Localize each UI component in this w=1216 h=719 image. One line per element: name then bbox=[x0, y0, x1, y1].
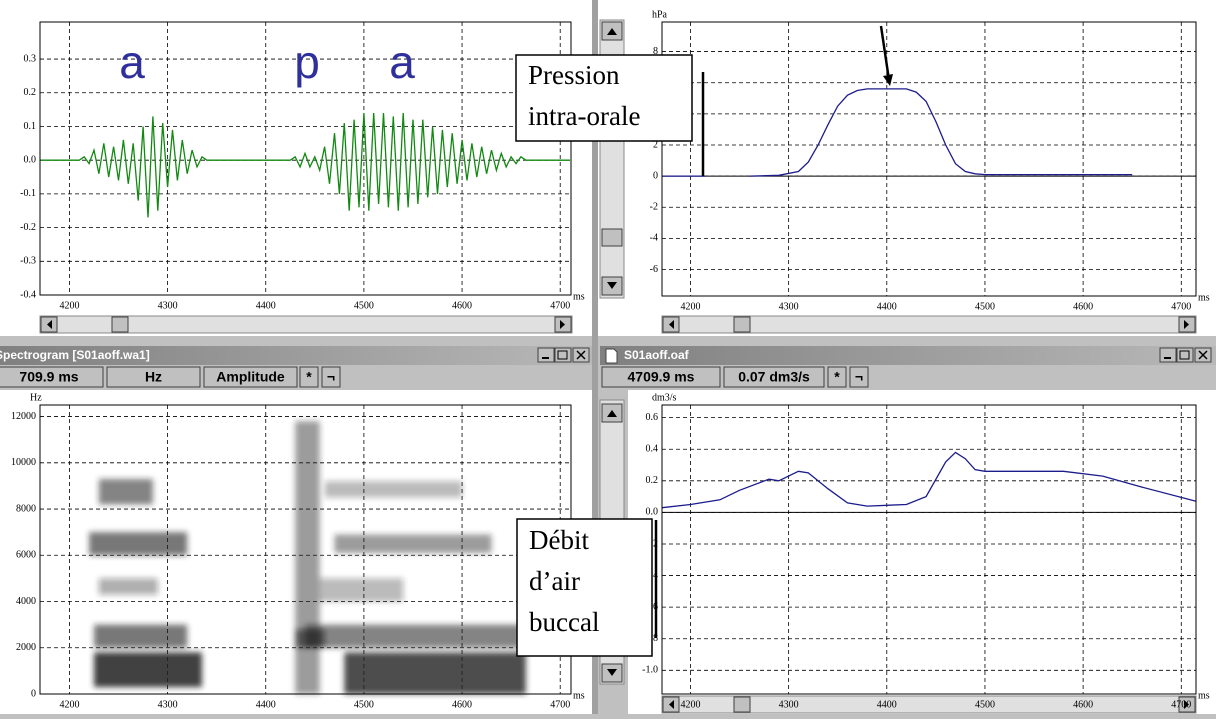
toolbar-label: * bbox=[834, 369, 840, 385]
toolbar-label: ¬ bbox=[327, 369, 335, 385]
spectral-band bbox=[325, 481, 462, 497]
y-tick-label: 2000 bbox=[16, 642, 36, 653]
spectral-band bbox=[94, 625, 187, 648]
annotation-text: d’air bbox=[529, 566, 580, 596]
x-tick-label: 4700 bbox=[1171, 699, 1191, 710]
maximize[interactable] bbox=[555, 348, 571, 362]
x-tick-label: 4600 bbox=[1073, 301, 1093, 312]
x-tick-label: 4200 bbox=[59, 699, 79, 710]
x-unit: ms bbox=[573, 690, 585, 701]
spectral-band bbox=[89, 532, 187, 555]
annotation-text: intra-orale bbox=[528, 101, 640, 131]
y-tick-label: 0.6 bbox=[646, 412, 659, 423]
x-tick-label: 4200 bbox=[680, 301, 700, 312]
toolbar-label: ¬ bbox=[855, 369, 863, 385]
x-unit: ms bbox=[573, 291, 585, 302]
x-tick-label: 4400 bbox=[877, 699, 897, 710]
doc-icon bbox=[606, 349, 617, 363]
y-tick-label: 0 bbox=[653, 170, 658, 181]
toolbar-label: 709.9 ms bbox=[19, 369, 78, 385]
x-tick-label: 4500 bbox=[354, 300, 374, 311]
spectral-band bbox=[99, 578, 158, 594]
x-tick-label: 4700 bbox=[550, 699, 570, 710]
x-tick-label: 4600 bbox=[452, 699, 472, 710]
x-tick-label: 4700 bbox=[550, 300, 570, 311]
annotation-text: buccal bbox=[529, 607, 599, 637]
toolbar-label: Amplitude bbox=[216, 369, 285, 385]
x-tick-label: 4400 bbox=[877, 301, 897, 312]
y-tick-label: 0.4 bbox=[646, 444, 659, 455]
x-tick-label: 4600 bbox=[1073, 699, 1093, 710]
y-tick-label: -6 bbox=[650, 264, 658, 275]
spectral-band bbox=[94, 652, 202, 687]
window-title: S01aoff.oaf bbox=[624, 348, 690, 362]
y-tick-label: 6000 bbox=[16, 550, 36, 561]
toolbar-label: 0.07 dm3/s bbox=[738, 369, 810, 385]
toolbar-label: Hz bbox=[145, 369, 162, 385]
page: {"chart_data": [ {"type": "line", "xlabe… bbox=[0, 0, 1216, 714]
x-tick-label: 4200 bbox=[680, 699, 700, 710]
x-unit: ms bbox=[1198, 292, 1210, 303]
y-tick-label: 12000 bbox=[11, 411, 36, 422]
y-unit: dm3/s bbox=[652, 392, 677, 403]
y-tick-label: 8000 bbox=[16, 503, 36, 514]
x-tick-label: 4700 bbox=[1171, 301, 1191, 312]
scroll-thumb[interactable] bbox=[112, 317, 128, 332]
y-tick-label: -0.3 bbox=[20, 256, 36, 267]
spectral-band bbox=[99, 479, 153, 504]
x-tick-label: 4500 bbox=[354, 699, 374, 710]
scroll-thumb[interactable] bbox=[734, 697, 750, 712]
annotation-text: Débit bbox=[529, 525, 589, 555]
y-tick-label: 10000 bbox=[11, 457, 36, 468]
plot-area bbox=[662, 405, 1196, 694]
y-tick-label: -2 bbox=[650, 202, 658, 213]
phoneme-label: p bbox=[294, 36, 320, 88]
y-tick-label: 4000 bbox=[16, 596, 36, 607]
x-tick-label: 4500 bbox=[975, 301, 995, 312]
x-tick-label: 4200 bbox=[59, 300, 79, 311]
plot-area bbox=[662, 22, 1196, 296]
screen: Spectrogram [S01aoff.wa1] S01aoff.oaf 70… bbox=[0, 0, 1216, 714]
y-tick-label: 0.2 bbox=[646, 475, 659, 486]
toolbar-label: 4709.9 ms bbox=[628, 369, 695, 385]
y-unit: hPa bbox=[652, 9, 668, 20]
x-tick-label: 4400 bbox=[256, 699, 276, 710]
scroll-thumb[interactable] bbox=[734, 317, 750, 332]
phoneme-label: a bbox=[389, 36, 415, 88]
spectral-band bbox=[334, 534, 491, 552]
x-tick-label: 4300 bbox=[158, 300, 178, 311]
scroll-thumb[interactable] bbox=[602, 229, 622, 246]
toolbar-label: * bbox=[306, 369, 312, 385]
annotation-text: Pression bbox=[528, 60, 620, 90]
phoneme-label: a bbox=[119, 36, 145, 88]
x-tick-label: 4500 bbox=[975, 699, 995, 710]
maximize[interactable] bbox=[1177, 348, 1193, 362]
y-tick-label: 0.0 bbox=[24, 154, 37, 165]
y-tick-label: -0.4 bbox=[20, 289, 36, 300]
y-tick-label: 0.3 bbox=[24, 53, 37, 64]
x-tick-label: 4400 bbox=[256, 300, 276, 311]
y-tick-label: 0.2 bbox=[24, 87, 37, 98]
y-tick-label: -0.1 bbox=[20, 188, 36, 199]
spectral-band bbox=[320, 578, 403, 601]
x-tick-label: 4600 bbox=[452, 300, 472, 311]
window-title: Spectrogram [S01aoff.wa1] bbox=[0, 348, 150, 362]
y-tick-label: -4 bbox=[650, 233, 658, 244]
title-bar bbox=[600, 346, 1216, 365]
spectral-band bbox=[305, 625, 521, 648]
minimize[interactable] bbox=[538, 348, 554, 362]
x-tick-label: 4300 bbox=[779, 699, 799, 710]
x-tick-label: 4300 bbox=[158, 699, 178, 710]
x-unit: ms bbox=[1198, 690, 1210, 701]
y-tick-label: -0.2 bbox=[20, 222, 36, 233]
y-tick-label: 0 bbox=[31, 688, 36, 699]
spectral-band bbox=[295, 421, 320, 694]
y-tick-label: 0.0 bbox=[646, 507, 659, 518]
y-unit: Hz bbox=[30, 392, 42, 403]
spectral-band bbox=[344, 652, 526, 694]
y-tick-label: -1.0 bbox=[642, 665, 658, 676]
y-tick-label: 0.1 bbox=[24, 121, 37, 132]
x-tick-label: 4300 bbox=[779, 301, 799, 312]
minimize[interactable] bbox=[1160, 348, 1176, 362]
